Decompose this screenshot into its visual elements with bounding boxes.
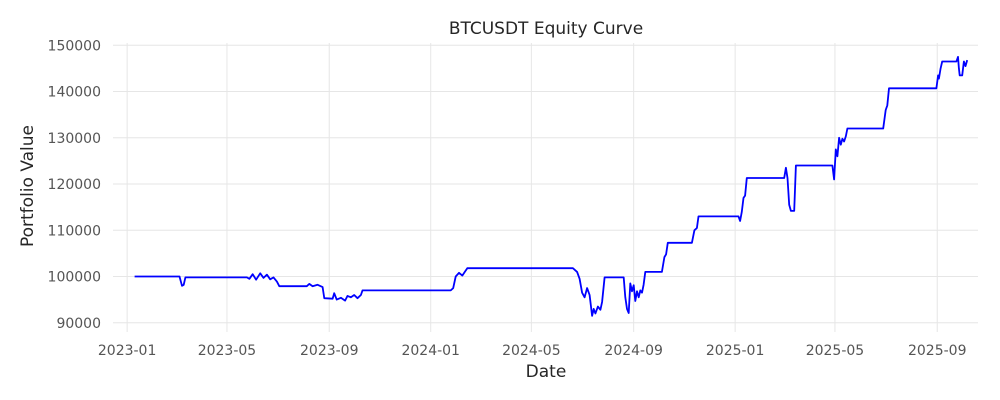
series-layer	[134, 56, 969, 317]
grid	[113, 43, 978, 332]
y-tick-label: 140000	[48, 85, 101, 101]
x-tick-label: 2024-05	[502, 343, 561, 359]
x-tick-label: 2025-05	[806, 343, 865, 359]
chart-title: BTCUSDT Equity Curve	[449, 19, 643, 39]
x-tick-label: 2023-01	[98, 343, 157, 359]
x-tick-label: 2024-01	[401, 343, 460, 359]
x-tick-label: 2025-09	[908, 343, 967, 359]
y-tick-label: 120000	[48, 177, 101, 193]
y-tick-label: 90000	[56, 316, 101, 332]
x-axis-label: Date	[526, 362, 567, 382]
x-tick-label: 2023-05	[198, 343, 257, 359]
equity-series-line	[134, 56, 969, 317]
x-tick-label: 2023-09	[300, 343, 359, 359]
y-tick-label: 130000	[48, 131, 101, 147]
y-axis-label: Portfolio Value	[18, 125, 38, 247]
y-tick-label: 110000	[48, 223, 101, 239]
x-tick-label: 2025-01	[706, 343, 765, 359]
tick-labels: 2023-01 2023-05 2023-09 2024-01 2024-05 2024-…	[48, 38, 967, 359]
y-tick-label: 100000	[48, 270, 101, 286]
y-tick-label: 150000	[48, 38, 101, 54]
x-tick-label: 2024-09	[604, 343, 663, 359]
